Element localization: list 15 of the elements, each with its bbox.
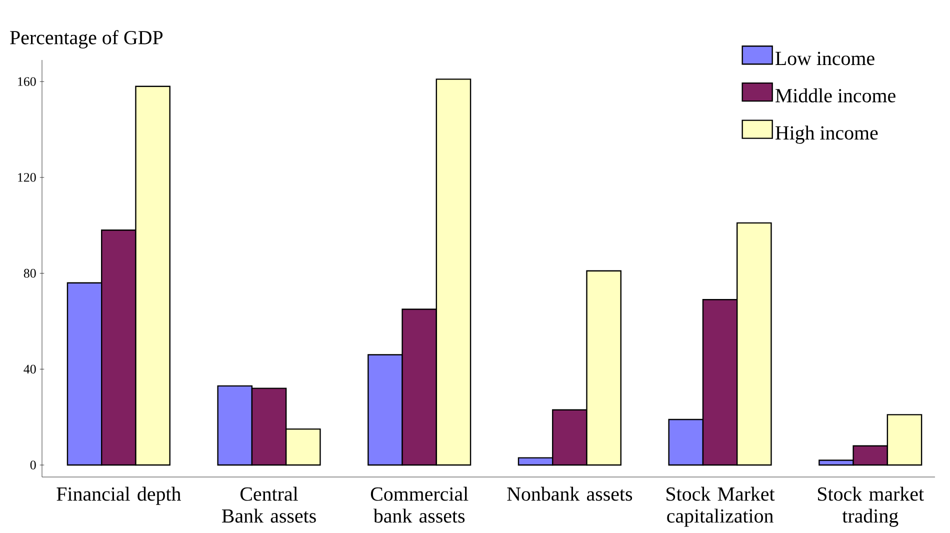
x-tick-label: Nonbank assets: [507, 486, 632, 501]
y-axis-title: Percentage of GDP: [10, 30, 163, 48]
x-tick-label: Stock market trading: [818, 486, 924, 527]
y-tick-label: 40: [24, 364, 36, 374]
legend-label: Middle income: [776, 88, 896, 102]
x-tick-label: Central Bank assets: [222, 486, 316, 523]
x-tick-label: Commercial bank assets: [370, 486, 468, 523]
legend-label: High income: [776, 126, 878, 144]
legend-label: Low income: [776, 52, 874, 66]
y-tick-label: 120: [18, 173, 36, 182]
x-tick-label: Stock Market capitalization: [666, 486, 775, 527]
y-tick-label: 0: [30, 460, 36, 470]
x-tick-label: Financial depth: [56, 486, 181, 505]
y-tick-label: 80: [24, 268, 36, 278]
y-tick-label: 160: [18, 77, 36, 86]
